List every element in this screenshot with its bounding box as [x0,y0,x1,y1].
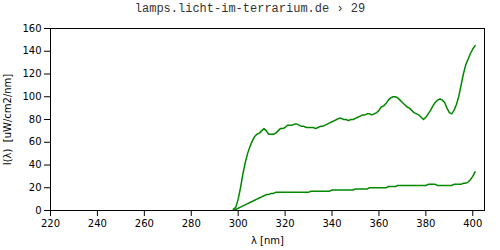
svg-text:360: 360 [369,218,388,229]
svg-text:300: 300 [229,218,248,229]
svg-text:80: 80 [29,114,42,125]
svg-text:380: 380 [416,218,435,229]
svg-text:140: 140 [22,45,41,56]
svg-text:0: 0 [35,205,41,216]
svg-text:100: 100 [22,91,41,102]
svg-text:I(λ) [uW/cm2/nm]: I(λ) [uW/cm2/nm] [2,74,13,166]
svg-text:400: 400 [463,218,482,229]
svg-text:120: 120 [22,68,41,79]
svg-text:160: 160 [22,23,41,34]
svg-text:280: 280 [182,218,201,229]
svg-text:20: 20 [29,182,42,193]
svg-text:240: 240 [88,218,107,229]
svg-text:40: 40 [29,159,42,170]
svg-text:320: 320 [276,218,295,229]
svg-text:220: 220 [41,218,60,229]
svg-text:340: 340 [322,218,341,229]
svg-text:260: 260 [135,218,154,229]
html-text:lamps.licht-im-terrarium.de ›: lamps.licht-im-terrarium.de › 29 [134,2,366,16]
svg-text:60: 60 [29,136,42,147]
svg-text:λ [nm]: λ [nm] [251,235,284,246]
